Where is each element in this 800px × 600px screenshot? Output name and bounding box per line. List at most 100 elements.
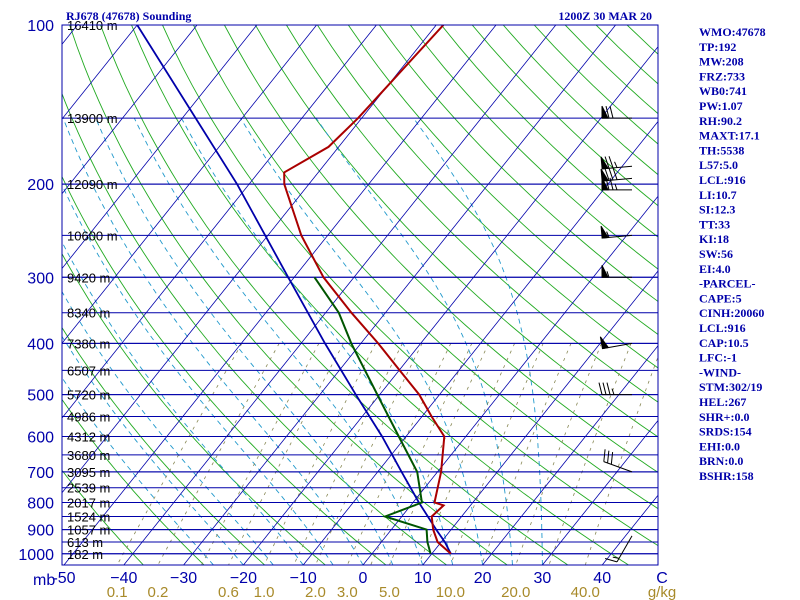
isotherm	[542, 419, 658, 565]
index-line: PW:1.07	[699, 99, 743, 113]
wind-barb	[601, 265, 632, 278]
dry-adiabat	[347, 25, 658, 335]
wind-barb	[599, 336, 633, 350]
pressure-tick-label: 300	[27, 270, 54, 287]
barb-feather	[609, 105, 614, 119]
index-line: TH:5538	[699, 143, 744, 157]
isotherm	[62, 25, 258, 270]
index-line: LFC:-1	[699, 351, 737, 365]
mixing-ratio-line	[263, 343, 376, 565]
index-line: -PARCEL-	[699, 277, 755, 291]
index-line: L57:5.0	[699, 158, 738, 172]
dry-adiabat	[69, 25, 508, 565]
plot-background	[62, 25, 658, 565]
diagram-grid	[0, 25, 800, 565]
barb-feather	[608, 168, 614, 181]
index-line: LCL:916	[699, 173, 746, 187]
height-label: 9420 m	[67, 270, 110, 285]
barb-feather	[604, 168, 610, 181]
isotherm	[62, 25, 437, 494]
barb-feather	[603, 449, 606, 462]
temperature-tick-label: C	[656, 570, 668, 587]
barb-feather	[598, 382, 603, 395]
temperature-tick-label: 20	[474, 570, 492, 587]
index-line: -WIND-	[699, 365, 741, 379]
index-line: SW:56	[699, 247, 733, 261]
barb-feather	[607, 450, 610, 464]
barb-feather	[610, 452, 614, 465]
isotherm	[62, 25, 317, 344]
isotherm	[362, 195, 658, 565]
height-label: 182 m	[67, 547, 103, 562]
mixing-ratio-tick-label: 0.6	[218, 584, 239, 600]
index-line: CAPE:5	[699, 291, 742, 305]
mixing-ratio-line	[370, 343, 473, 565]
barb-half-feather	[606, 271, 610, 278]
height-label: 2017 m	[67, 496, 110, 511]
temperature-tick-label: 30	[534, 570, 552, 587]
height-label: 12090 m	[67, 177, 118, 192]
mixing-ratio-tick-label: 20.0	[501, 584, 530, 600]
index-line: LI:10.7	[699, 188, 737, 202]
mixing-ratio-tick-label: 0.1	[107, 584, 128, 600]
barb-pennant	[601, 177, 609, 191]
index-line: TT:33	[699, 217, 730, 231]
barb-feather	[605, 177, 610, 190]
index-line: KI:18	[699, 232, 729, 246]
temperature-tick-label: −30	[170, 570, 197, 587]
mixing-ratio-tick-label: 3.0	[337, 584, 358, 600]
index-line: STM:302/19	[699, 380, 762, 394]
dry-adiabat	[782, 25, 800, 565]
height-label: 1524 m	[67, 509, 110, 524]
height-label: 7380 m	[67, 336, 110, 351]
index-line: FRZ:733	[699, 69, 745, 83]
isotherm	[422, 270, 658, 565]
pressure-tick-label: 400	[27, 336, 54, 353]
pressure-tick-label: 100	[27, 18, 54, 35]
plot-frame	[61, 24, 659, 566]
index-line: BRN:0.0	[699, 454, 743, 468]
mixing-ratio-tick-label: 10.0	[436, 584, 465, 600]
pressure-unit-label: mb	[33, 572, 55, 589]
temperature-tick-label: 0	[359, 570, 368, 587]
index-line: MW:208	[699, 55, 744, 69]
height-label: 3095 m	[67, 465, 110, 480]
barb-pennant	[600, 225, 609, 239]
temperature-tick-label: -50	[52, 570, 75, 587]
temperature-tick-label: −10	[290, 570, 317, 587]
index-line: EHI:0.0	[699, 439, 740, 453]
sounding-indices: WMO:47678TP:192MW:208FRZ:733WB0:741PW:1.…	[699, 25, 766, 483]
dry-adiabat	[62, 398, 205, 565]
mixing-ratio-line	[584, 355, 658, 565]
pressure-tick-label: 500	[27, 388, 54, 405]
chart-date: 1200Z 30 MAR 20	[558, 9, 652, 23]
barb-feather	[606, 382, 611, 395]
isotherm	[0, 25, 18, 565]
height-label: 6507 m	[67, 363, 110, 378]
barb-feather	[612, 167, 618, 180]
dry-adiabat	[317, 25, 658, 369]
dry-adiabat	[62, 92, 447, 565]
dry-adiabat	[255, 25, 658, 438]
index-line: SRDS:154	[699, 425, 752, 439]
mixing-ratio-line	[228, 343, 344, 565]
dry-adiabat	[100, 25, 569, 565]
height-label: 1057 m	[67, 523, 110, 538]
wind-barb	[604, 535, 633, 563]
sounding-profiles	[136, 25, 452, 555]
dry-adiabat	[286, 25, 658, 403]
temperature-tick-label: 10	[414, 570, 432, 587]
dry-adiabat	[193, 25, 658, 510]
mixing-ratio-tick-label: 2.0	[305, 584, 326, 600]
height-label: 5720 m	[67, 388, 110, 403]
wind-barb	[601, 177, 632, 191]
dry-adiabat	[378, 25, 658, 302]
mixing-ratio-line	[548, 343, 632, 565]
barb-feather	[609, 177, 614, 190]
mixing-ratio-line	[515, 343, 602, 565]
pressure-tick-label: 200	[27, 177, 54, 194]
index-line: BSHR:158	[699, 469, 754, 483]
